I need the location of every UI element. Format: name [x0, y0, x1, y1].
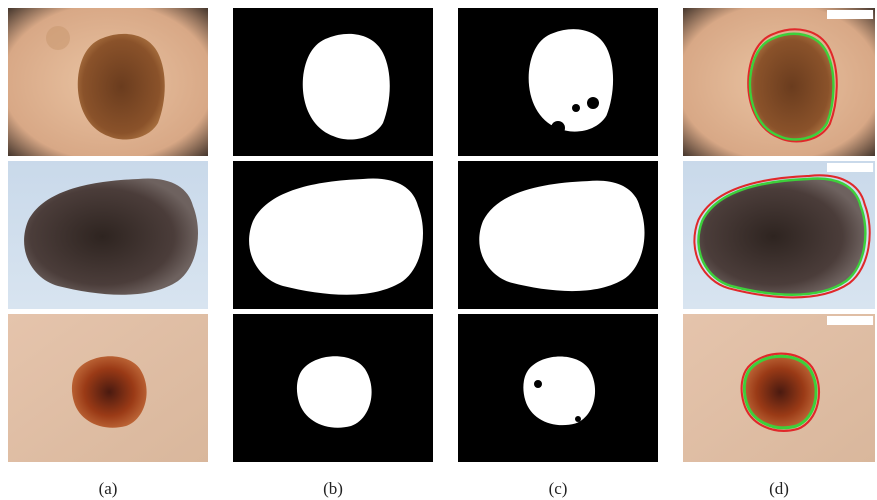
- ground-truth-mask: [233, 161, 433, 309]
- dermoscopy-image: [8, 8, 208, 156]
- segmentation-mask: [458, 314, 658, 462]
- figure: (a) (b) (c) (d): [0, 0, 877, 500]
- column-label: (c): [549, 479, 568, 498]
- ground-truth-mask: [233, 314, 433, 462]
- dermoscopy-image: [8, 161, 208, 309]
- overlay-image: [683, 314, 875, 462]
- column-label: (a): [99, 479, 118, 498]
- ground-truth-mask: [233, 8, 433, 156]
- column-label: (d): [769, 479, 789, 498]
- dermoscopy-image: [8, 314, 208, 462]
- overlay-image: [683, 8, 875, 156]
- column-label: (b): [323, 479, 343, 498]
- overlay-image: [683, 161, 875, 309]
- segmentation-mask: [458, 8, 658, 156]
- segmentation-mask: [458, 161, 658, 309]
